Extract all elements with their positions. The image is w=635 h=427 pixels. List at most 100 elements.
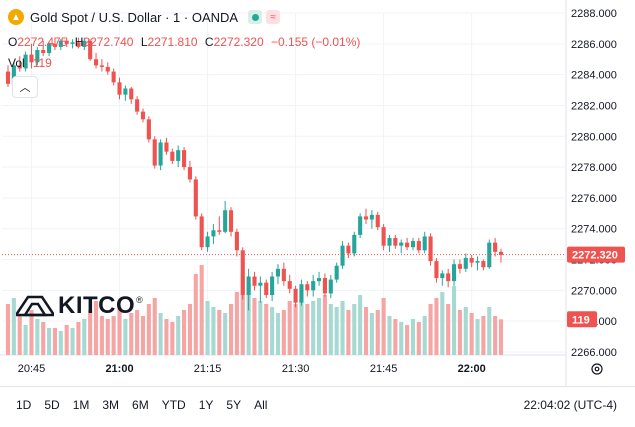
candle[interactable] <box>23 51 28 72</box>
candle[interactable] <box>5 65 11 87</box>
candle[interactable] <box>446 268 451 288</box>
candle[interactable] <box>176 145 181 168</box>
candle[interactable] <box>334 262 339 283</box>
candle[interactable] <box>123 85 128 101</box>
candle[interactable] <box>493 237 498 257</box>
range-button-5d[interactable]: 5D <box>44 398 60 412</box>
candle[interactable] <box>70 39 75 49</box>
candle[interactable] <box>299 279 304 306</box>
candle[interactable] <box>135 96 140 115</box>
indicator-toggle-icon[interactable]: ≈ <box>266 10 281 24</box>
candle[interactable] <box>270 271 275 302</box>
candle[interactable] <box>434 258 439 283</box>
candle[interactable] <box>129 86 134 104</box>
symbol-name[interactable]: Gold Spot / U.S. Dollar · 1 · OANDA <box>30 9 239 25</box>
candle[interactable] <box>199 213 204 251</box>
candle[interactable] <box>393 234 398 249</box>
candle[interactable] <box>381 224 386 251</box>
range-button-3m[interactable]: 3M <box>102 398 120 412</box>
candle[interactable] <box>111 68 116 86</box>
candle[interactable] <box>328 274 333 299</box>
candle[interactable] <box>58 39 63 50</box>
candle[interactable] <box>29 43 34 69</box>
candle[interactable] <box>258 276 263 303</box>
candle[interactable] <box>146 116 151 143</box>
candle[interactable] <box>311 274 316 297</box>
market-open-icon[interactable] <box>248 10 263 24</box>
candle[interactable] <box>193 176 198 220</box>
candle[interactable] <box>352 231 357 257</box>
candle[interactable] <box>140 108 146 123</box>
gear-icon[interactable] <box>589 361 605 377</box>
candle[interactable] <box>358 213 363 238</box>
candle[interactable] <box>35 46 40 66</box>
candle[interactable] <box>475 256 480 271</box>
candle[interactable] <box>410 237 416 251</box>
candle[interactable] <box>182 147 187 171</box>
candle[interactable] <box>252 271 257 291</box>
clock[interactable]: 22:04:02 (UTC-4) <box>523 398 617 412</box>
candle[interactable] <box>47 42 52 57</box>
candle[interactable] <box>375 211 380 231</box>
candle[interactable] <box>228 207 234 237</box>
range-button-1y[interactable]: 1Y <box>198 398 214 412</box>
chevron-up-icon[interactable]: ︿ <box>12 76 38 98</box>
candle[interactable] <box>93 53 99 69</box>
range-button-1d[interactable]: 1D <box>16 398 32 412</box>
candle[interactable] <box>422 231 427 254</box>
range-button-all[interactable]: All <box>254 398 268 412</box>
candle[interactable] <box>340 241 345 269</box>
candle[interactable] <box>469 254 474 268</box>
candle[interactable] <box>205 231 210 252</box>
candle[interactable] <box>387 234 392 252</box>
range-button-6m[interactable]: 6M <box>132 398 149 412</box>
candle[interactable] <box>187 160 192 183</box>
candle[interactable] <box>317 271 322 286</box>
candle[interactable] <box>170 148 175 165</box>
candle[interactable] <box>88 39 93 61</box>
candle[interactable] <box>52 37 58 50</box>
candle[interactable] <box>369 210 374 229</box>
candle[interactable] <box>322 273 327 297</box>
candle[interactable] <box>293 285 298 308</box>
candle[interactable] <box>363 208 369 225</box>
candle[interactable] <box>498 248 504 263</box>
candle[interactable] <box>240 247 245 300</box>
candle[interactable] <box>287 274 292 294</box>
candle[interactable] <box>164 137 169 155</box>
candle[interactable] <box>234 228 239 257</box>
candle[interactable] <box>211 224 216 245</box>
candle[interactable] <box>451 259 457 286</box>
candle[interactable] <box>158 139 163 171</box>
candle[interactable] <box>346 242 351 259</box>
candle[interactable] <box>99 59 104 72</box>
range-button-5y[interactable]: 5Y <box>226 398 242 412</box>
candle[interactable] <box>41 40 46 57</box>
candle[interactable] <box>17 56 22 72</box>
candle[interactable] <box>399 239 404 254</box>
candle[interactable] <box>105 62 110 75</box>
candle[interactable] <box>428 233 433 266</box>
symbol-legend[interactable]: ▲ Gold Spot / U.S. Dollar · 1 · OANDA ≈ <box>8 9 281 25</box>
candle[interactable] <box>281 262 286 286</box>
candle[interactable] <box>275 264 281 285</box>
candle[interactable] <box>217 216 222 235</box>
candle[interactable] <box>223 200 228 234</box>
volume-readout[interactable]: Vol 119 <box>8 56 52 70</box>
range-button-1m[interactable]: 1M <box>72 398 90 412</box>
candle[interactable] <box>264 279 269 299</box>
candle[interactable] <box>305 281 310 297</box>
candle[interactable] <box>64 37 69 47</box>
candle[interactable] <box>463 253 468 272</box>
candle[interactable] <box>457 259 462 274</box>
candle[interactable] <box>481 259 486 271</box>
candle[interactable] <box>416 237 421 254</box>
candle[interactable] <box>405 237 410 251</box>
candle[interactable] <box>152 136 157 169</box>
candle[interactable] <box>82 37 87 50</box>
candle[interactable] <box>246 268 251 311</box>
candle[interactable] <box>76 37 81 49</box>
range-button-ytd[interactable]: YTD <box>161 398 186 412</box>
